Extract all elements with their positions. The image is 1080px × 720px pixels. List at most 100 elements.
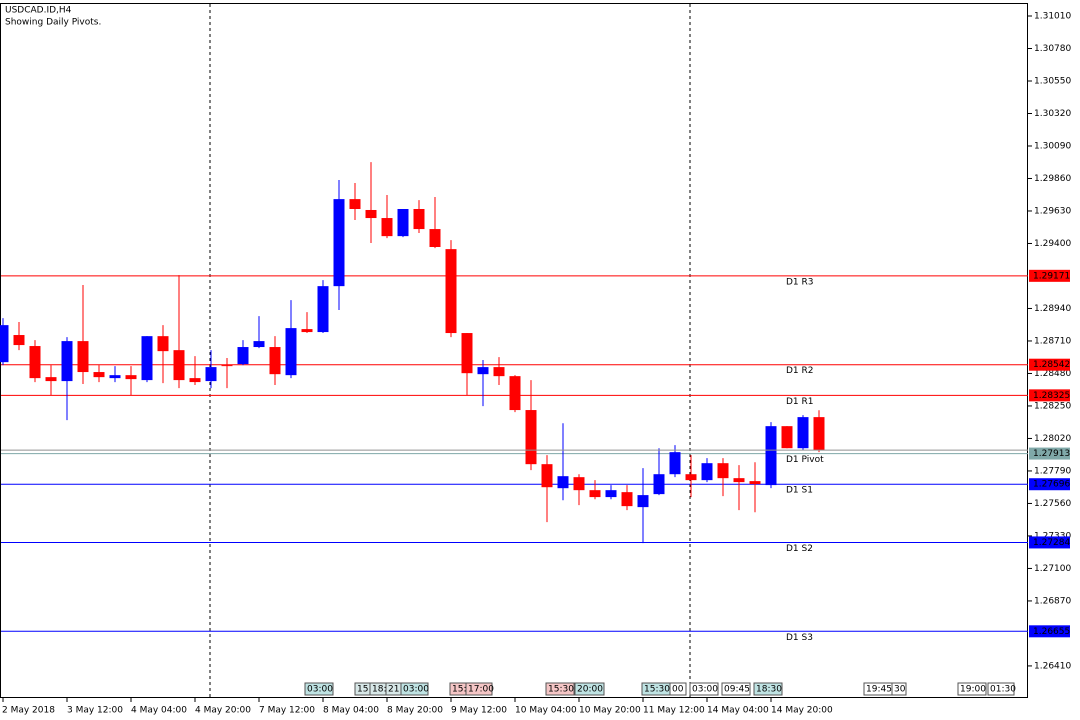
candle-body <box>29 346 41 379</box>
x-tick-label: 9 May 12:00 <box>451 706 507 716</box>
candle-body <box>157 336 169 352</box>
y-tick-label: 1.30090 <box>1034 141 1071 151</box>
candle-body <box>285 328 297 376</box>
pivot-name: D1 S2 <box>786 544 813 554</box>
y-tick-label: 1.30780 <box>1034 44 1071 54</box>
pivot-name: D1 R2 <box>786 366 814 376</box>
pivot-price-label: 1.28325 <box>1033 391 1070 401</box>
x-tick-label: 7 May 12:00 <box>259 706 315 716</box>
candle-body <box>461 333 473 374</box>
candle-body <box>189 378 201 383</box>
y-tick-label: 1.27100 <box>1034 564 1071 574</box>
y-tick-label: 1.30550 <box>1034 76 1071 86</box>
x-tick-label: 2 May 2018 <box>2 706 55 716</box>
candle-body <box>717 463 729 479</box>
chart-title: USDCAD.ID,H4 <box>5 6 72 16</box>
event-label: 00 <box>672 685 684 695</box>
candle-body <box>685 474 697 481</box>
event-label: 03:00 <box>403 685 429 695</box>
x-tick-label: 4 May 04:00 <box>131 706 187 716</box>
event-box <box>987 682 1015 696</box>
candle-body <box>733 478 745 483</box>
y-tick-label: 1.29630 <box>1034 206 1071 216</box>
event-box <box>891 682 907 696</box>
x-tick-label: 8 May 20:00 <box>387 706 443 716</box>
candle-body <box>765 426 777 486</box>
y-tick-label: 1.27790 <box>1034 466 1071 476</box>
y-tick-label: 1.28020 <box>1034 434 1071 444</box>
event-label: 01:30 <box>990 685 1016 695</box>
candle-body <box>525 410 537 465</box>
candle-body <box>141 336 153 381</box>
candle-body <box>797 417 809 449</box>
pivot-price-box <box>1029 389 1070 402</box>
plot-frame <box>0 3 1028 698</box>
event-box <box>304 682 334 696</box>
y-tick-label: 1.26410 <box>1034 661 1071 671</box>
event-box <box>465 682 493 696</box>
event-box <box>400 682 429 696</box>
pivot-price-label: 1.27284 <box>1033 538 1070 548</box>
y-tick-label: 1.29860 <box>1034 174 1071 184</box>
y-tick-label: 1.28250 <box>1034 401 1071 411</box>
y-tick-label: 1.27560 <box>1034 499 1071 509</box>
pivot-price-box <box>1029 447 1070 460</box>
candle-body <box>173 350 185 381</box>
event-box <box>545 682 575 696</box>
y-tick-label: 1.31010 <box>1034 11 1071 21</box>
candle-body <box>813 417 825 451</box>
pivot-name: D1 R1 <box>786 397 814 407</box>
candle-body <box>221 365 233 367</box>
event-label: 15:30 <box>548 685 574 695</box>
x-tick-label: 14 May 04:00 <box>707 706 769 716</box>
y-tick-label: 1.26870 <box>1034 596 1071 606</box>
y-tick-label: 1.28940 <box>1034 304 1071 314</box>
candle-body <box>637 495 649 508</box>
candle-body <box>557 476 569 489</box>
event-label: 18:30 <box>756 685 782 695</box>
event-label: 19:45 <box>866 685 892 695</box>
candle-body <box>333 199 345 287</box>
candle-body <box>13 335 25 346</box>
candle-body <box>573 477 585 491</box>
pivot-price-label: 1.27913 <box>1033 449 1070 459</box>
candle-body <box>749 481 761 485</box>
candle-body <box>237 347 249 365</box>
candle-body <box>205 367 217 382</box>
candle-body <box>509 376 521 411</box>
candle-body <box>413 208 425 230</box>
pivot-name: D1 R3 <box>786 277 814 287</box>
pivot-price-box <box>1029 536 1070 549</box>
x-tick-label: 11 May 12:00 <box>643 706 705 716</box>
candle-body <box>381 218 393 237</box>
event-box <box>574 682 605 696</box>
pivot-price-box <box>1029 625 1070 638</box>
candle-body <box>589 490 601 498</box>
pivot-name: D1 S1 <box>786 486 813 496</box>
candle-body <box>301 329 313 333</box>
event-label: 17:00 <box>468 685 494 695</box>
event-label: 19:00 <box>960 685 986 695</box>
candle-body <box>429 229 441 248</box>
x-tick-label: 10 May 04:00 <box>515 706 577 716</box>
chart-subtitle: Showing Daily Pivots. <box>5 18 101 28</box>
candle-body <box>93 372 105 378</box>
candle-body <box>109 375 121 379</box>
x-tick-label: 8 May 04:00 <box>323 706 379 716</box>
candle-body <box>317 286 329 333</box>
x-tick-label: 4 May 20:00 <box>195 706 251 716</box>
event-box <box>957 682 987 696</box>
candle-body <box>653 474 665 495</box>
candle-body <box>701 463 713 481</box>
event-label: 09:45 <box>724 685 750 695</box>
pivot-price-label: 1.28542 <box>1033 360 1070 370</box>
candle-body <box>61 341 73 382</box>
candle-body <box>253 341 265 348</box>
candle-body <box>621 492 633 507</box>
candle-body <box>477 367 489 375</box>
candle-body <box>605 490 617 498</box>
event-label: 15:30 <box>644 685 670 695</box>
candle-body <box>541 464 553 488</box>
event-label: 21: <box>388 685 402 695</box>
